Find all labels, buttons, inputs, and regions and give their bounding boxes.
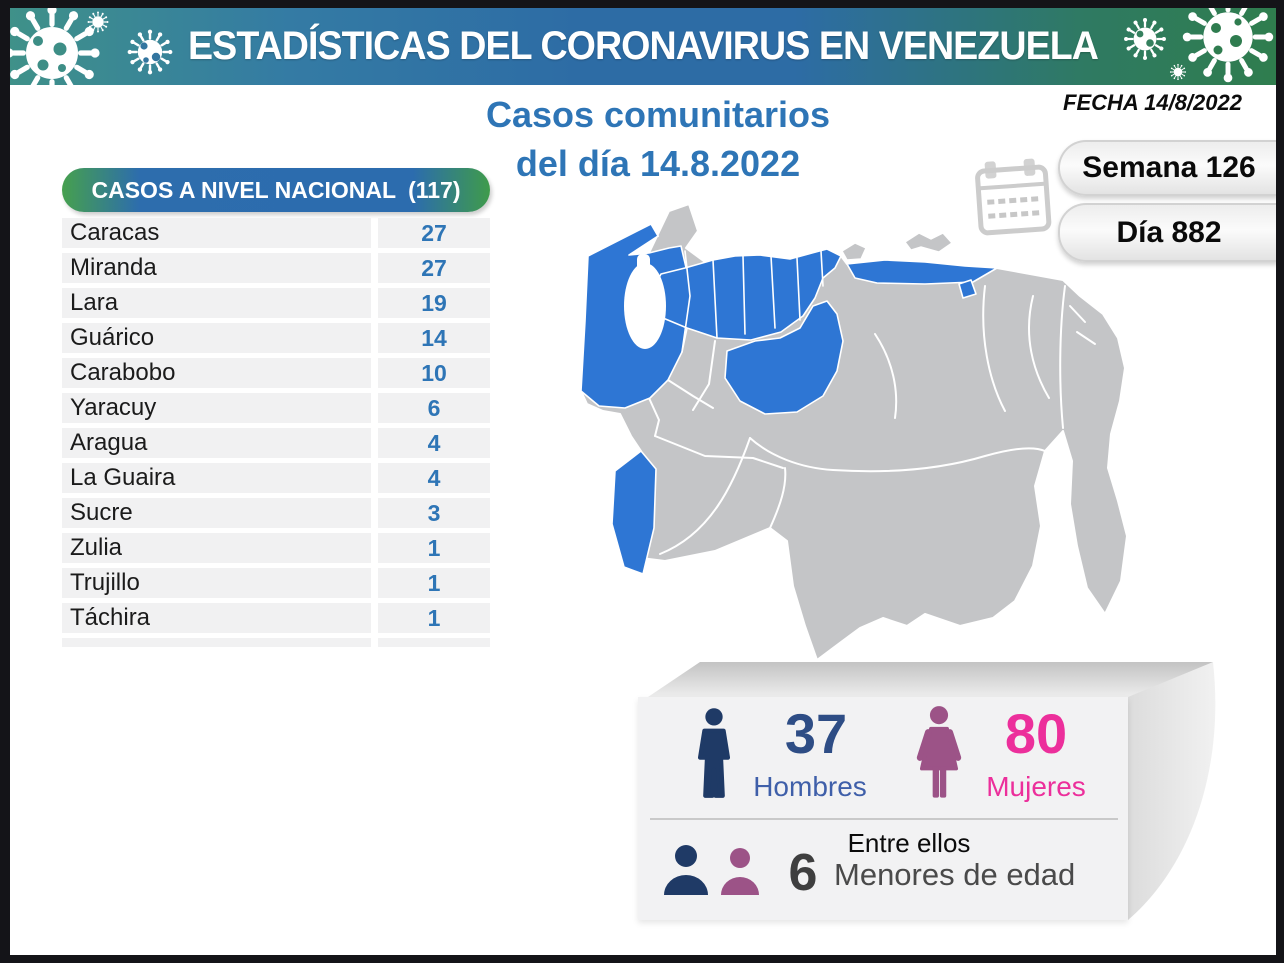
calendar-icon <box>975 158 1052 236</box>
state-cases: 10 <box>378 358 490 388</box>
page-title-line2: del día 14.8.2022 <box>515 143 801 184</box>
minors-count: 6 <box>788 844 818 902</box>
table-header-title: CASOS A NIVEL NACIONAL <box>91 176 397 203</box>
northern-band-internal-borders <box>681 250 824 353</box>
table-row: Táchira 1 <box>62 603 490 633</box>
state-name: Lara <box>62 288 371 318</box>
state-name: Trujillo <box>62 568 371 598</box>
state-sucre-paria-tip <box>958 279 977 299</box>
table-header: CASOS A NIVEL NACIONAL (117) <box>62 168 490 212</box>
state-cases: 1 <box>378 603 490 633</box>
state-cases: 27 <box>378 253 490 283</box>
state-name: Carabobo <box>62 358 371 388</box>
week-badge-label: Semana 126 <box>1082 151 1256 184</box>
table-row: Miranda 27 <box>62 253 490 283</box>
state-name: Aragua <box>62 428 371 458</box>
minors-intro: Entre ellos <box>847 828 971 858</box>
virus-decoration-icons <box>10 8 1276 85</box>
state-name: Táchira <box>62 603 371 633</box>
states-northern-band-lara-yaracuy-carabobo-aragua-caracas-miranda <box>648 248 842 341</box>
table-row: Trujillo 1 <box>62 568 490 598</box>
state-cases: 3 <box>378 498 490 528</box>
island-los-roques <box>841 242 867 261</box>
table-row: Guárico 14 <box>62 323 490 353</box>
state-name: La Guaira <box>62 463 371 493</box>
state-tachira <box>611 450 657 575</box>
table-body: Caracas 27 Miranda 27 Lara 19 Guárico 14… <box>62 218 490 633</box>
table-row: Aragua 4 <box>62 428 490 458</box>
table-row-stub <box>62 638 490 647</box>
virus-body-dots-left <box>33 36 67 72</box>
week-badge: Semana 126 <box>1058 140 1276 196</box>
table-row: Sucre 3 <box>62 498 490 528</box>
state-cases: 14 <box>378 323 490 353</box>
man-icon <box>697 708 731 798</box>
boy-bust-icon <box>664 845 708 895</box>
header-banner: ESTADÍSTICAS DEL CORONAVIRUS EN VENEZUEL… <box>10 8 1276 85</box>
maracaibo-strait <box>637 254 650 276</box>
women-label: Mujeres <box>986 771 1086 802</box>
state-name: Yaracuy <box>62 393 371 423</box>
cases-table: CASOS A NIVEL NACIONAL (117) Caracas 27 … <box>62 168 490 652</box>
men-label: Hombres <box>753 771 867 802</box>
page-title: Casos comunitarios del día 14.8.2022 <box>398 90 918 188</box>
state-name: Zulia <box>62 533 371 563</box>
venezuela-map <box>580 203 1128 661</box>
panel-page-curl-decoration <box>648 662 1216 920</box>
men-count: 37 <box>784 702 848 765</box>
table-row: Zulia 1 <box>62 533 490 563</box>
table-row: Carabobo 10 <box>62 358 490 388</box>
day-badge: Día 882 <box>1058 203 1276 262</box>
state-cases: 19 <box>378 288 490 318</box>
table-row: Yaracuy 6 <box>62 393 490 423</box>
page: ESTADÍSTICAS DEL CORONAVIRUS EN VENEZUEL… <box>10 8 1276 955</box>
table-header-total: (117) <box>408 176 461 203</box>
summary-panel: 37 Hombres 80 Mujeres <box>638 697 1128 920</box>
banner-title: ESTADÍSTICAS DEL CORONAVIRUS EN VENEZUEL… <box>188 24 1099 68</box>
state-cases: 1 <box>378 533 490 563</box>
state-name: Caracas <box>62 218 371 248</box>
state-cases: 1 <box>378 568 490 598</box>
day-badge-label: Día 882 <box>1116 215 1222 249</box>
girl-bust-icon <box>721 848 759 895</box>
island-margarita <box>903 232 954 253</box>
state-border-lines <box>648 285 1096 555</box>
table-row: La Guaira 4 <box>62 463 490 493</box>
state-guarico <box>724 300 844 415</box>
state-cases: 4 <box>378 463 490 493</box>
women-count: 80 <box>1004 702 1068 765</box>
state-name: Guárico <box>62 323 371 353</box>
table-row: Caracas 27 <box>62 218 490 248</box>
lake-maracaibo <box>624 263 666 349</box>
woman-icon <box>916 706 962 798</box>
virus-body-dots-right <box>1211 18 1242 55</box>
state-cases: 4 <box>378 428 490 458</box>
page-title-line1: Casos comunitarios <box>485 94 831 135</box>
minors-label: Menores de edad <box>834 857 1076 892</box>
date-label: FECHA 14/8/2022 <box>1063 90 1242 115</box>
table-row: Lara 19 <box>62 288 490 318</box>
minors-bust-icons <box>664 845 759 895</box>
state-cases: 6 <box>378 393 490 423</box>
panel-divider <box>650 818 1118 820</box>
state-name: Miranda <box>62 253 371 283</box>
state-name: Sucre <box>62 498 371 528</box>
state-cases: 27 <box>378 218 490 248</box>
state-sucre <box>846 259 998 285</box>
